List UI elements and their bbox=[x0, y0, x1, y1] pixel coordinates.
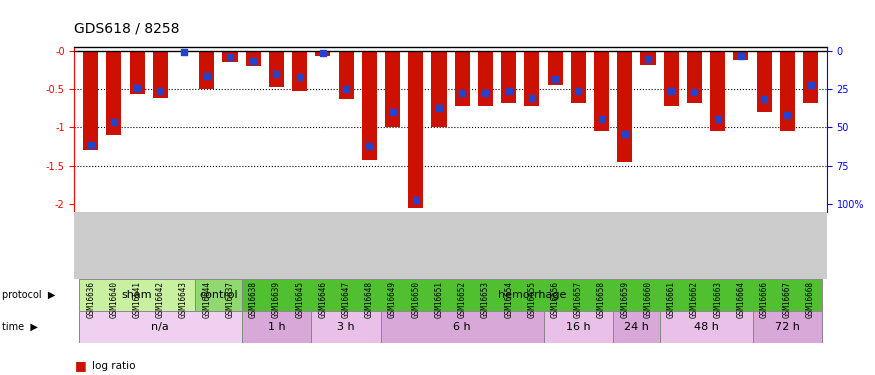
Bar bbox=[315, 51, 331, 56]
Point bbox=[479, 90, 493, 96]
Bar bbox=[83, 51, 98, 150]
Text: 3 h: 3 h bbox=[337, 322, 355, 332]
Bar bbox=[594, 51, 609, 131]
Point bbox=[641, 56, 655, 62]
Point bbox=[688, 90, 702, 96]
Point bbox=[710, 116, 724, 122]
Point bbox=[571, 88, 585, 94]
Bar bbox=[79, 279, 195, 311]
Point bbox=[525, 94, 539, 100]
Point bbox=[664, 88, 678, 94]
Bar bbox=[431, 51, 446, 128]
Bar bbox=[660, 311, 752, 343]
Point bbox=[316, 50, 330, 56]
Text: ■: ■ bbox=[74, 359, 86, 372]
Text: hemorrhage: hemorrhage bbox=[498, 290, 566, 300]
Point bbox=[153, 88, 167, 94]
Point bbox=[757, 96, 771, 102]
Bar bbox=[409, 51, 423, 208]
Point bbox=[455, 90, 469, 96]
Bar bbox=[292, 51, 307, 91]
Bar bbox=[153, 51, 168, 98]
Text: 24 h: 24 h bbox=[624, 322, 649, 332]
Text: 6 h: 6 h bbox=[453, 322, 471, 332]
Text: 16 h: 16 h bbox=[566, 322, 591, 332]
Text: sham: sham bbox=[122, 290, 152, 300]
Bar bbox=[269, 51, 284, 87]
Bar bbox=[757, 51, 772, 112]
Bar bbox=[617, 51, 633, 162]
Point bbox=[432, 105, 446, 111]
Bar bbox=[455, 51, 470, 106]
Point bbox=[246, 58, 260, 64]
Point bbox=[107, 120, 121, 126]
Bar bbox=[524, 51, 540, 106]
Point bbox=[803, 82, 817, 88]
Bar bbox=[242, 311, 312, 343]
Bar bbox=[664, 51, 679, 106]
Point bbox=[292, 74, 306, 80]
Bar bbox=[106, 51, 122, 135]
Bar bbox=[385, 51, 400, 128]
Bar bbox=[548, 51, 563, 85]
Bar bbox=[242, 279, 822, 311]
Point bbox=[386, 109, 400, 115]
Point bbox=[84, 142, 98, 148]
Text: protocol  ▶: protocol ▶ bbox=[2, 290, 55, 300]
Bar bbox=[803, 51, 818, 103]
Bar bbox=[200, 51, 214, 89]
Bar bbox=[195, 279, 242, 311]
Bar bbox=[780, 51, 795, 131]
Bar bbox=[687, 51, 702, 103]
Point bbox=[200, 73, 214, 79]
Text: 72 h: 72 h bbox=[775, 322, 800, 332]
Text: n/a: n/a bbox=[151, 322, 169, 332]
Bar bbox=[613, 311, 660, 343]
Point bbox=[548, 76, 562, 82]
Bar bbox=[543, 311, 613, 343]
Bar bbox=[222, 51, 237, 62]
Bar bbox=[752, 311, 822, 343]
Point bbox=[223, 54, 237, 60]
Text: 1 h: 1 h bbox=[268, 322, 285, 332]
Text: log ratio: log ratio bbox=[92, 361, 136, 370]
Point bbox=[409, 197, 423, 203]
Bar bbox=[478, 51, 493, 106]
Text: 48 h: 48 h bbox=[694, 322, 718, 332]
Point bbox=[270, 71, 284, 77]
Point bbox=[501, 88, 515, 94]
Text: GDS618 / 8258: GDS618 / 8258 bbox=[74, 22, 180, 36]
Point bbox=[340, 86, 354, 92]
Point bbox=[618, 131, 632, 137]
Point bbox=[780, 112, 794, 118]
Point bbox=[595, 116, 609, 122]
Bar bbox=[130, 51, 144, 94]
Bar bbox=[361, 51, 377, 160]
Bar bbox=[312, 311, 381, 343]
Point bbox=[362, 142, 376, 148]
Text: time  ▶: time ▶ bbox=[2, 322, 38, 332]
Bar bbox=[79, 311, 242, 343]
Bar bbox=[176, 51, 191, 52]
Bar bbox=[339, 51, 354, 99]
Point bbox=[734, 53, 748, 59]
Bar bbox=[381, 311, 543, 343]
Bar bbox=[733, 51, 748, 60]
Bar bbox=[710, 51, 725, 131]
Point bbox=[130, 85, 144, 91]
Bar bbox=[640, 51, 655, 64]
Text: control: control bbox=[199, 290, 238, 300]
Bar bbox=[570, 51, 586, 103]
Point bbox=[177, 48, 191, 54]
Bar bbox=[246, 51, 261, 66]
Bar bbox=[501, 51, 516, 103]
